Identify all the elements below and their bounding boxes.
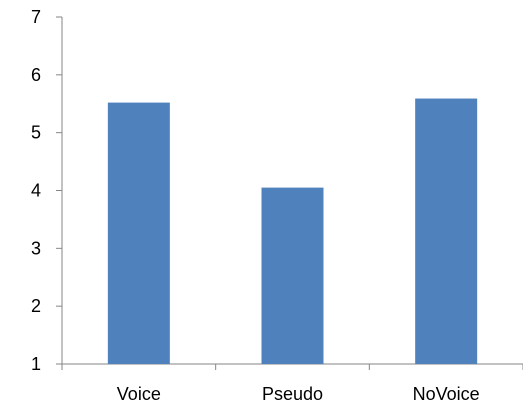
bar-voice [107,102,170,365]
y-tick-label: 3 [31,238,41,258]
bars [107,98,478,365]
x-category-label: Pseudo [262,384,323,404]
bar-pseudo [261,187,324,364]
x-category-label: NoVoice [413,384,480,404]
bar-novoice [415,98,478,365]
y-tick-label: 4 [31,181,41,201]
y-tick-label: 5 [31,123,41,143]
y-tick-labels: 1 2 3 4 5 6 7 [31,7,41,374]
y-tick-label: 2 [31,296,41,316]
y-tick-label: 1 [31,354,41,374]
x-category-labels: Voice Pseudo NoVoice [117,384,480,404]
x-category-label: Voice [117,384,161,404]
y-tick-label: 6 [31,65,41,85]
y-tick-label: 7 [31,7,41,27]
